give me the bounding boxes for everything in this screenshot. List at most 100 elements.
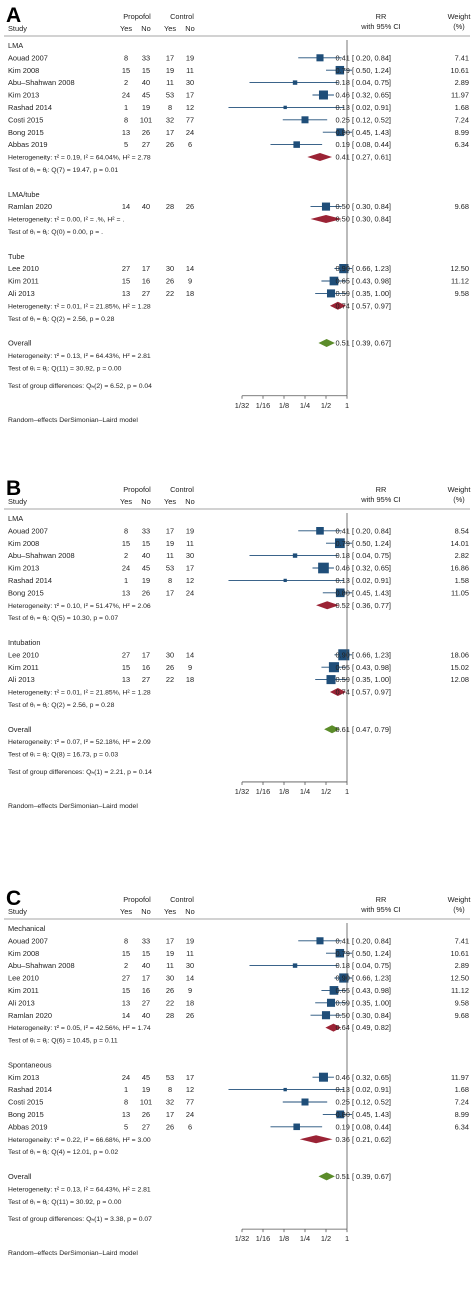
weight-value: 1.68 bbox=[455, 1085, 469, 1094]
study-box bbox=[339, 264, 349, 274]
study-name: Ali 2013 bbox=[8, 289, 35, 298]
header-ci: with 95% CI bbox=[360, 905, 400, 914]
rr-ci: 0.90 [ 0.66, 1.23] bbox=[336, 974, 391, 983]
propofol-no: 26 bbox=[142, 588, 150, 597]
study-name: Rashad 2014 bbox=[8, 1085, 52, 1094]
weight-value: 2.82 bbox=[455, 551, 469, 560]
control-no: 26 bbox=[186, 202, 194, 211]
subgroup-label: Tube bbox=[8, 252, 25, 261]
header-yes: Yes bbox=[120, 907, 132, 916]
model-footnote: Random–effects DerSimonian–Laird model bbox=[8, 417, 138, 424]
weight-value: 11.12 bbox=[451, 986, 469, 995]
subgroup-diamond bbox=[316, 601, 340, 610]
control-no: 17 bbox=[186, 564, 194, 573]
control-yes: 17 bbox=[166, 128, 174, 137]
control-yes: 28 bbox=[166, 202, 174, 211]
rr-ci: 0.65 [ 0.43, 0.98] bbox=[336, 277, 391, 286]
rr-ci: 0.79 [ 0.50, 1.24] bbox=[336, 949, 391, 958]
rr-ci: 0.46 [ 0.32, 0.65] bbox=[336, 564, 391, 573]
subgroup-diamond bbox=[299, 1135, 333, 1144]
header-no: No bbox=[185, 907, 194, 916]
propofol-yes: 1 bbox=[124, 103, 128, 112]
study-box bbox=[292, 80, 298, 85]
header-propofol: Propofol bbox=[123, 485, 151, 494]
header-propofol: Propofol bbox=[123, 12, 151, 21]
control-yes: 17 bbox=[166, 53, 174, 62]
x-tick-label: 1 bbox=[345, 787, 349, 796]
study-box bbox=[301, 116, 309, 124]
rr-ci: 0.13 [ 0.02, 0.91] bbox=[336, 576, 391, 585]
study-box bbox=[283, 578, 287, 583]
study-box bbox=[316, 54, 324, 62]
x-tick-label: 1/4 bbox=[300, 787, 310, 796]
control-yes: 19 bbox=[166, 539, 174, 548]
control-yes: 22 bbox=[166, 675, 174, 684]
weight-value: 6.34 bbox=[455, 140, 469, 149]
pooled-rr-ci: 0.74 [ 0.57, 0.97] bbox=[336, 688, 391, 697]
propofol-no: 19 bbox=[142, 103, 150, 112]
propofol-no: 17 bbox=[142, 650, 150, 659]
control-yes: 8 bbox=[168, 576, 172, 585]
header-no: No bbox=[141, 24, 150, 33]
study-box bbox=[321, 1011, 331, 1020]
study-box bbox=[318, 562, 329, 574]
study-name: Kim 2013 bbox=[8, 564, 39, 573]
weight-value: 1.68 bbox=[455, 103, 469, 112]
x-tick-label: 1/32 bbox=[235, 787, 249, 796]
weight-value: 2.89 bbox=[455, 961, 469, 970]
pooled-rr-ci: 0.64 [ 0.49, 0.82] bbox=[336, 1023, 391, 1032]
heterogeneity-text: Heterogeneity: τ² = 0.19, I² = 64.04%, H… bbox=[8, 155, 151, 162]
study-box bbox=[292, 963, 298, 968]
overall-label: Overall bbox=[8, 725, 32, 734]
subgroup-label: Mechanical bbox=[8, 924, 46, 933]
control-no: 14 bbox=[186, 650, 194, 659]
heterogeneity-text: Heterogeneity: τ² = 0.10, I² = 51.47%, H… bbox=[8, 603, 151, 610]
propofol-no: 26 bbox=[142, 1110, 150, 1119]
propofol-yes: 24 bbox=[122, 1073, 130, 1082]
control-no: 19 bbox=[186, 526, 194, 535]
rr-ci: 0.18 [ 0.04, 0.75] bbox=[336, 78, 391, 87]
propofol-no: 45 bbox=[142, 91, 150, 100]
study-name: Abbas 2019 bbox=[8, 1122, 47, 1131]
header-study: Study bbox=[8, 24, 27, 33]
subgroup-diamond bbox=[307, 153, 333, 161]
rr-ci: 0.65 [ 0.43, 0.98] bbox=[336, 663, 391, 672]
propofol-yes: 5 bbox=[124, 1122, 128, 1131]
control-no: 17 bbox=[186, 1073, 194, 1082]
propofol-no: 27 bbox=[142, 140, 150, 149]
study-name: Kim 2013 bbox=[8, 91, 39, 100]
study-box bbox=[329, 986, 339, 995]
control-no: 12 bbox=[186, 103, 194, 112]
heterogeneity-text: Heterogeneity: τ² = 0.05, I² = 42.56%, H… bbox=[8, 1025, 151, 1032]
overall-heterogeneity: Heterogeneity: τ² = 0.07, I² = 52.18%, H… bbox=[8, 739, 151, 746]
header-yes: Yes bbox=[120, 497, 132, 506]
x-tick-label: 1/2 bbox=[321, 401, 331, 410]
pooled-rr-ci: 0.52 [ 0.36, 0.77] bbox=[336, 601, 391, 610]
heterogeneity-text: Heterogeneity: τ² = 0.22, I² = 66.68%, H… bbox=[8, 1137, 151, 1144]
header-no: No bbox=[141, 907, 150, 916]
control-yes: 26 bbox=[166, 277, 174, 286]
group-differences-test: Test of group differences: Qₕ(1) = 2.21,… bbox=[8, 769, 152, 776]
propofol-yes: 8 bbox=[124, 1098, 128, 1107]
group-differences-test: Test of group differences: Qₕ(2) = 6.52,… bbox=[8, 383, 152, 390]
study-box bbox=[335, 948, 345, 958]
propofol-no: 16 bbox=[142, 986, 150, 995]
control-no: 17 bbox=[186, 91, 194, 100]
x-tick-label: 1/8 bbox=[279, 787, 289, 796]
header-propofol: Propofol bbox=[123, 895, 151, 904]
rr-ci: 0.25 [ 0.12, 0.52] bbox=[336, 1098, 391, 1107]
study-name: Ramlan 2020 bbox=[8, 202, 52, 211]
control-yes: 30 bbox=[166, 650, 174, 659]
rr-ci: 0.79 [ 0.50, 1.24] bbox=[336, 66, 391, 75]
control-no: 18 bbox=[186, 998, 194, 1007]
header-weight: Weight bbox=[448, 895, 471, 904]
propofol-yes: 13 bbox=[122, 1110, 130, 1119]
propofol-no: 45 bbox=[142, 564, 150, 573]
propofol-yes: 8 bbox=[124, 936, 128, 945]
rr-ci: 0.19 [ 0.08, 0.44] bbox=[336, 140, 391, 149]
propofol-yes: 5 bbox=[124, 140, 128, 149]
study-box bbox=[318, 90, 328, 100]
weight-value: 11.05 bbox=[451, 588, 469, 597]
propofol-no: 40 bbox=[142, 551, 150, 560]
